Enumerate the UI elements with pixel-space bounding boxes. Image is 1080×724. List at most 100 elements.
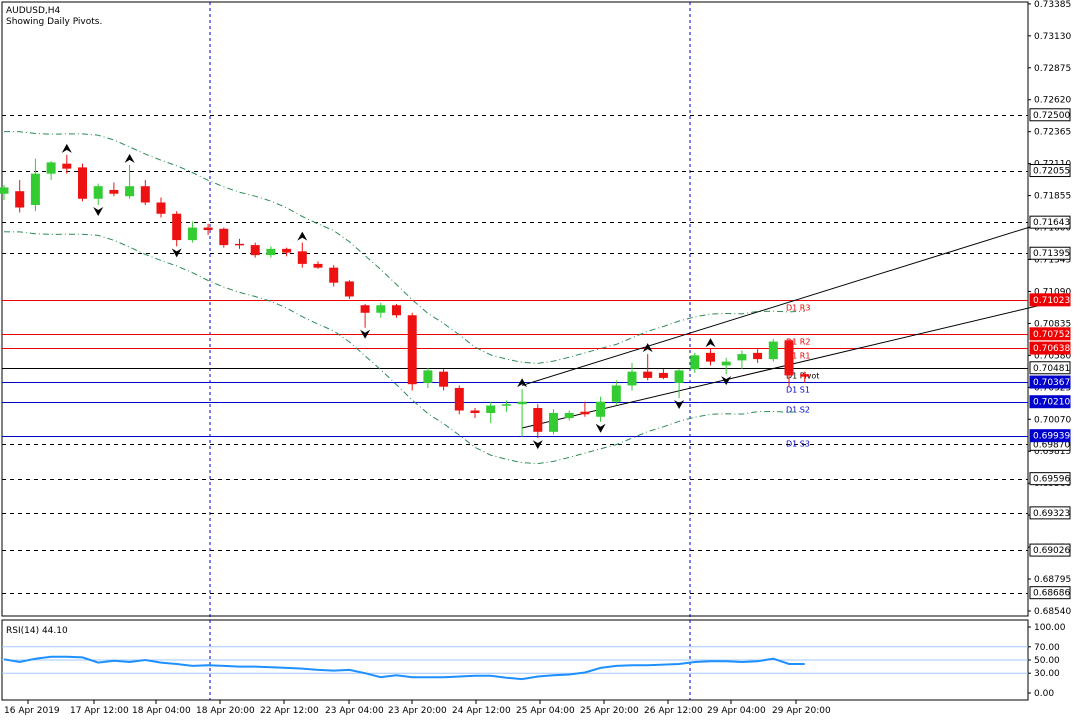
price-tag-label: 0.70367 [1033,378,1070,388]
candle-body [78,167,87,199]
price-tag-label: 0.70210 [1033,398,1070,408]
price-tag-label: 0.68686 [1033,589,1070,599]
rsi-layer: 100.00 70.00 50.00 30.00 0.00 [2,623,1066,699]
candle-body [439,371,449,387]
fractal-up-marker [61,143,72,153]
price-tag-box [1029,341,1071,355]
candle-body [0,187,9,194]
price-tick-label: 0.71345 [1034,256,1071,266]
candle-body [203,227,213,231]
price-tag-label: 0.71643 [1033,218,1070,228]
candle-body [470,410,480,414]
fractal-up-marker [297,231,308,241]
pivot-level-label: D1 R1 [786,352,810,361]
pivot-level-label: D1 R3 [786,304,810,313]
candle-body [486,405,496,414]
price-tag-box [1029,361,1071,375]
candle-body [392,305,401,316]
price-tag-label: 0.71395 [1033,249,1070,259]
candle-body [800,374,810,377]
candle-body [235,243,244,246]
rsi-tick-label: 100.00 [1034,623,1066,633]
price-tick-label: 0.70580 [1034,351,1071,361]
time-tick-label: 17 Apr 12:00 [70,706,129,716]
candle-body [549,413,558,432]
pivot-level-label: D1 R2 [786,338,810,347]
candle-body [15,191,25,208]
price-tag-label: 0.69939 [1033,432,1070,442]
rsi-tick-label: 70.00 [1034,643,1060,653]
candle-body [140,186,150,203]
candles-layer [0,154,810,439]
candle-body [282,248,292,253]
price-tag-label: 0.69870 [1033,440,1070,450]
candle-body [643,371,653,378]
time-tick-label: 18 Apr 04:00 [132,706,191,716]
price-tag-label: 0.69026 [1033,546,1070,556]
rsi-tick-label: 50.00 [1034,656,1060,666]
candle-body [46,162,56,174]
candle-body [753,352,763,360]
price-tag-box [1029,293,1071,307]
price-tick-label: 0.70835 [1034,319,1071,329]
time-tick-label: 25 Apr 04:00 [516,706,575,716]
price-tags: 0.72500 0.72055 0.71643 0.71395 0.69870 0.695… [1029,108,1071,600]
price-tag-label: 0.70481 [1033,364,1070,374]
price-tick-label: 0.68540 [1034,607,1071,617]
pivot-level-label: D1 S2 [786,406,810,415]
lower-envelope-band [3,231,805,465]
candle-body [360,305,370,313]
price-tag-label: 0.69323 [1033,509,1070,519]
main-plot-frame [1,1,1029,617]
price-tag-box [1029,164,1071,178]
fractal-down-marker [360,329,371,339]
candle-body [690,355,700,370]
trend-line [521,304,1041,429]
time-tick-label: 24 Apr 12:00 [452,706,511,716]
candle-body [423,370,433,383]
symbol-title: AUDUSD,H4 [6,6,61,16]
candle-body [596,401,606,417]
candle-body [580,411,590,415]
price-tag-label: 0.70638 [1033,344,1070,354]
time-tick-label: 29 Apr 20:00 [772,706,831,716]
candle-body [125,186,135,197]
fractal-up-marker [642,343,653,353]
candle-body [156,202,166,214]
candle-body [706,352,715,362]
price-tag-box [1029,327,1071,341]
candle-body [30,173,40,205]
pivot-level-label: D1 S3 [786,440,810,449]
time-axis: 16 Apr 2019 17 Apr 12:00 18 Apr 04:00 18 Ap… [4,700,831,716]
time-tick-label: 22 Apr 12:00 [260,706,319,716]
time-tick-label: 26 Apr 12:00 [644,706,703,716]
price-tick-label: 0.69815 [1034,447,1071,457]
upper-envelope-band [3,131,805,364]
fractal-down-marker [595,423,606,433]
time-tick-label: 23 Apr 04:00 [325,706,384,716]
fractal-down-marker [721,376,732,386]
candle-body [721,361,731,366]
time-tick-label: 29 Apr 04:00 [707,706,766,716]
fractal-up-marker [517,378,528,388]
candle-body [109,189,119,194]
price-tag-box [1029,215,1071,229]
fractals-layer [61,143,732,450]
candle-body [611,385,621,402]
candle-body [187,227,197,241]
fractal-down-marker [93,206,104,216]
rsi-tick-label: 30.00 [1034,669,1060,679]
time-tick-label: 16 Apr 2019 [4,706,60,716]
candle-body [376,305,386,313]
price-tag-box [1029,429,1071,443]
price-tick-label: 0.72620 [1034,96,1071,106]
price-tag-box [1029,472,1071,486]
fractal-down-marker [674,399,685,409]
candle-body [250,245,260,256]
time-tick-label: 25 Apr 20:00 [580,706,639,716]
price-tick-label: 0.71855 [1034,192,1071,202]
price-tag-box [1029,108,1071,122]
candle-body [627,371,637,386]
price-tag-label: 0.72055 [1033,167,1070,177]
pivots-subtitle: Showing Daily Pivots. [6,17,102,27]
